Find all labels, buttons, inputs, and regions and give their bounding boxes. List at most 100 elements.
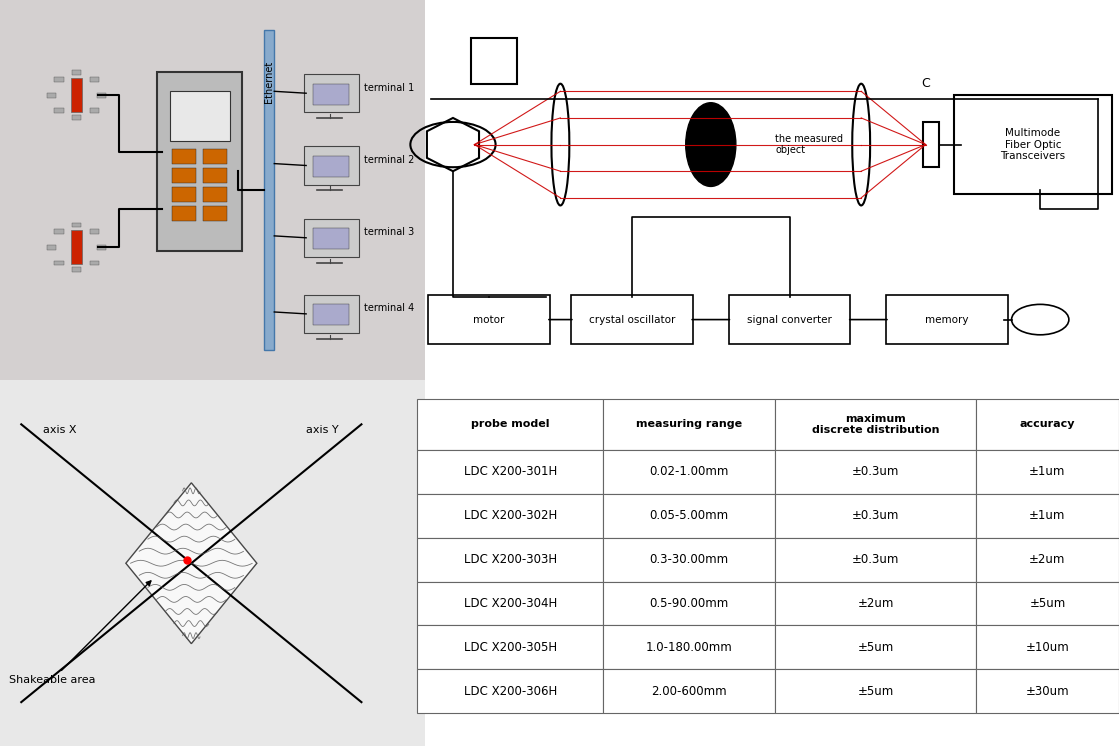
Text: ±0.3um: ±0.3um <box>852 553 900 566</box>
Text: memory: memory <box>925 315 969 325</box>
FancyBboxPatch shape <box>90 108 98 113</box>
FancyBboxPatch shape <box>70 78 83 112</box>
FancyBboxPatch shape <box>976 450 1119 494</box>
FancyBboxPatch shape <box>603 669 775 713</box>
Text: ±2um: ±2um <box>1029 553 1065 566</box>
FancyBboxPatch shape <box>603 582 775 625</box>
FancyBboxPatch shape <box>976 538 1119 582</box>
Text: 2.00-600mm: 2.00-600mm <box>651 685 727 698</box>
Text: Multimode
Fiber Optic
Transceivers: Multimode Fiber Optic Transceivers <box>1000 128 1065 161</box>
FancyBboxPatch shape <box>471 38 517 84</box>
FancyBboxPatch shape <box>603 625 775 669</box>
Text: signal converter: signal converter <box>747 315 833 325</box>
FancyBboxPatch shape <box>72 115 82 120</box>
FancyBboxPatch shape <box>976 669 1119 713</box>
Text: terminal 2: terminal 2 <box>364 154 414 165</box>
FancyBboxPatch shape <box>90 260 98 266</box>
Text: LDC X200-302H: LDC X200-302H <box>463 510 557 522</box>
FancyBboxPatch shape <box>55 77 64 82</box>
Text: the measured
object: the measured object <box>775 134 844 155</box>
FancyBboxPatch shape <box>204 206 227 221</box>
FancyBboxPatch shape <box>886 295 1008 345</box>
FancyBboxPatch shape <box>312 304 349 325</box>
Text: ±10um: ±10um <box>1025 641 1070 653</box>
FancyBboxPatch shape <box>172 168 196 183</box>
FancyBboxPatch shape <box>158 72 243 251</box>
Text: terminal 4: terminal 4 <box>364 303 414 313</box>
Text: axis Y: axis Y <box>307 425 339 435</box>
FancyBboxPatch shape <box>603 494 775 538</box>
FancyBboxPatch shape <box>204 149 227 163</box>
Text: probe model: probe model <box>471 419 549 430</box>
FancyBboxPatch shape <box>0 0 425 380</box>
FancyBboxPatch shape <box>728 295 850 345</box>
Text: terminal 1: terminal 1 <box>364 83 414 93</box>
FancyBboxPatch shape <box>97 245 106 250</box>
Text: Shakeable area: Shakeable area <box>9 581 151 686</box>
Polygon shape <box>125 483 257 644</box>
Text: 0.3-30.00mm: 0.3-30.00mm <box>650 553 728 566</box>
FancyBboxPatch shape <box>70 231 83 264</box>
Text: accuracy: accuracy <box>1019 419 1075 430</box>
FancyBboxPatch shape <box>417 582 603 625</box>
Text: Ethernet: Ethernet <box>264 60 274 103</box>
Text: crystal oscillator: crystal oscillator <box>589 315 675 325</box>
Text: ±1um: ±1um <box>1029 466 1065 478</box>
FancyBboxPatch shape <box>312 228 349 249</box>
FancyBboxPatch shape <box>172 149 196 163</box>
Text: 0.5-90.00mm: 0.5-90.00mm <box>650 597 728 610</box>
FancyBboxPatch shape <box>172 206 196 221</box>
Text: ±5um: ±5um <box>857 685 894 698</box>
FancyBboxPatch shape <box>427 295 549 345</box>
Text: axis X: axis X <box>43 425 76 435</box>
FancyBboxPatch shape <box>312 156 349 177</box>
Text: LDC X200-305H: LDC X200-305H <box>463 641 557 653</box>
FancyBboxPatch shape <box>603 538 775 582</box>
FancyBboxPatch shape <box>90 229 98 234</box>
FancyBboxPatch shape <box>72 267 82 272</box>
FancyBboxPatch shape <box>47 93 56 98</box>
FancyBboxPatch shape <box>72 222 82 228</box>
FancyBboxPatch shape <box>976 494 1119 538</box>
Text: ±1um: ±1um <box>1029 510 1065 522</box>
Text: ±30um: ±30um <box>1026 685 1069 698</box>
FancyBboxPatch shape <box>172 187 196 201</box>
Text: LDC X200-303H: LDC X200-303H <box>463 553 557 566</box>
FancyBboxPatch shape <box>90 77 98 82</box>
Text: ±2um: ±2um <box>857 597 894 610</box>
FancyBboxPatch shape <box>97 93 106 98</box>
Text: ±5um: ±5um <box>857 641 894 653</box>
Text: C: C <box>921 77 930 90</box>
FancyBboxPatch shape <box>304 146 359 184</box>
FancyBboxPatch shape <box>603 398 775 450</box>
FancyBboxPatch shape <box>417 538 603 582</box>
FancyBboxPatch shape <box>417 625 603 669</box>
FancyBboxPatch shape <box>55 260 64 266</box>
FancyBboxPatch shape <box>417 450 603 494</box>
FancyBboxPatch shape <box>417 398 603 450</box>
FancyBboxPatch shape <box>775 538 976 582</box>
FancyBboxPatch shape <box>204 187 227 201</box>
Ellipse shape <box>686 103 736 186</box>
Text: 1.0-180.00mm: 1.0-180.00mm <box>646 641 733 653</box>
Text: ±0.3um: ±0.3um <box>852 466 900 478</box>
FancyBboxPatch shape <box>264 31 274 350</box>
FancyBboxPatch shape <box>976 582 1119 625</box>
FancyBboxPatch shape <box>775 494 976 538</box>
FancyBboxPatch shape <box>976 625 1119 669</box>
Text: motor: motor <box>473 315 505 325</box>
FancyBboxPatch shape <box>304 219 359 257</box>
FancyBboxPatch shape <box>0 380 425 746</box>
Text: measuring range: measuring range <box>637 419 742 430</box>
FancyBboxPatch shape <box>47 245 56 250</box>
FancyBboxPatch shape <box>923 122 939 167</box>
Text: maximum
discrete distribution: maximum discrete distribution <box>811 413 939 435</box>
FancyBboxPatch shape <box>417 669 603 713</box>
FancyBboxPatch shape <box>955 95 1112 194</box>
FancyBboxPatch shape <box>775 669 976 713</box>
Text: 0.05-5.00mm: 0.05-5.00mm <box>650 510 728 522</box>
FancyBboxPatch shape <box>170 91 229 141</box>
FancyBboxPatch shape <box>55 229 64 234</box>
FancyBboxPatch shape <box>775 450 976 494</box>
Text: LDC X200-306H: LDC X200-306H <box>463 685 557 698</box>
